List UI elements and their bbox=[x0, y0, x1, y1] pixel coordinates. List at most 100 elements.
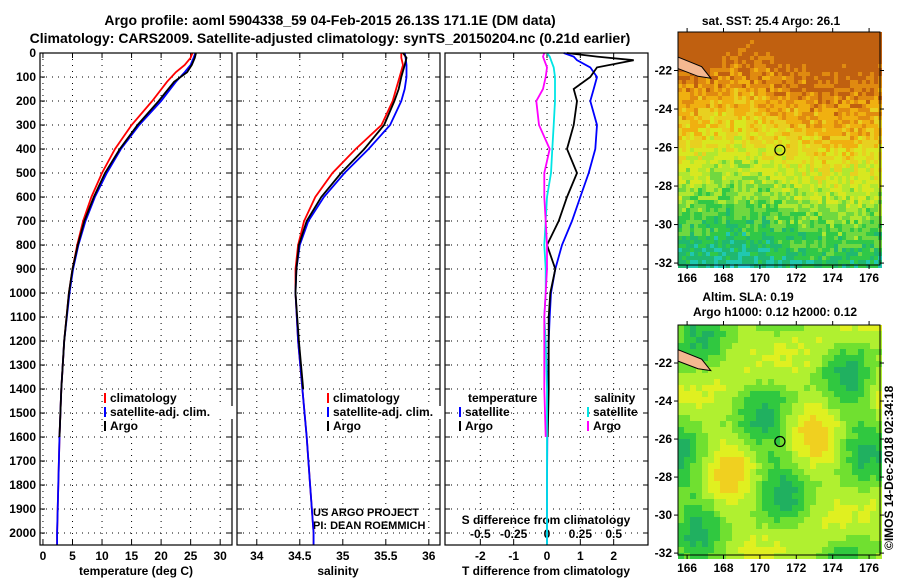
map-cell bbox=[782, 88, 786, 92]
map-cell bbox=[790, 152, 794, 156]
map-cell bbox=[732, 415, 738, 421]
map-cell bbox=[822, 172, 826, 176]
map-cell bbox=[714, 80, 718, 84]
map-cell bbox=[684, 349, 690, 355]
map-cell bbox=[732, 391, 738, 397]
map-cell bbox=[846, 64, 850, 68]
map-cell bbox=[806, 72, 810, 76]
map-cell bbox=[814, 232, 818, 236]
map-cell bbox=[730, 72, 734, 76]
map-cell bbox=[874, 228, 878, 232]
map-cell bbox=[684, 511, 690, 517]
map-cell bbox=[738, 391, 744, 397]
map-cell bbox=[814, 196, 818, 200]
map-cell bbox=[770, 196, 774, 200]
map-cell bbox=[816, 361, 822, 367]
map-cell bbox=[730, 52, 734, 56]
map-cell bbox=[702, 56, 706, 60]
map-cell bbox=[828, 355, 834, 361]
map-cell bbox=[842, 184, 846, 188]
map-cell bbox=[790, 52, 794, 56]
map-cell bbox=[834, 204, 838, 208]
map-cell bbox=[802, 124, 806, 128]
map-cell bbox=[738, 248, 742, 252]
map-cell bbox=[694, 176, 698, 180]
map-cell bbox=[718, 32, 722, 36]
map-cell bbox=[792, 409, 798, 415]
map-cell bbox=[696, 349, 702, 355]
map-cell bbox=[814, 40, 818, 44]
map-cell bbox=[682, 200, 686, 204]
map-cell bbox=[730, 84, 734, 88]
lat-tick-label: -28 bbox=[655, 179, 673, 193]
map-cell bbox=[818, 168, 822, 172]
map-cell bbox=[720, 325, 726, 331]
map-cell bbox=[786, 331, 792, 337]
map-cell bbox=[754, 68, 758, 72]
map-cell bbox=[842, 76, 846, 80]
map-cell bbox=[858, 535, 864, 541]
map-cell bbox=[762, 196, 766, 200]
map-cell bbox=[830, 104, 834, 108]
map-cell bbox=[826, 80, 830, 84]
map-cell bbox=[690, 541, 696, 547]
map-cell bbox=[810, 44, 814, 48]
map-cell bbox=[854, 104, 858, 108]
map-cell bbox=[718, 144, 722, 148]
map-cell bbox=[830, 188, 834, 192]
map-cell bbox=[838, 248, 842, 252]
map-cell bbox=[696, 505, 702, 511]
map-cell bbox=[802, 220, 806, 224]
map-cell bbox=[718, 116, 722, 120]
map-cell bbox=[810, 427, 816, 433]
map-cell bbox=[738, 208, 742, 212]
map-cell bbox=[778, 48, 782, 52]
map-cell bbox=[718, 40, 722, 44]
map-cell bbox=[750, 112, 754, 116]
map-cell bbox=[722, 228, 726, 232]
map-cell bbox=[756, 379, 762, 385]
map-cell bbox=[874, 192, 878, 196]
map-cell bbox=[738, 108, 742, 112]
map-cell bbox=[682, 240, 686, 244]
map-cell bbox=[840, 355, 846, 361]
map-cell bbox=[870, 236, 874, 240]
map-cell bbox=[842, 264, 846, 268]
map-cell bbox=[864, 541, 870, 547]
map-cell bbox=[866, 36, 870, 40]
map-cell bbox=[720, 445, 726, 451]
map-cell bbox=[870, 391, 876, 397]
map-cell bbox=[682, 196, 686, 200]
map-cell bbox=[714, 553, 720, 559]
map-cell bbox=[830, 64, 834, 68]
map-cell bbox=[866, 132, 870, 136]
map-cell bbox=[846, 124, 850, 128]
map-cell bbox=[750, 180, 754, 184]
map-cell bbox=[718, 252, 722, 256]
map-cell bbox=[744, 385, 750, 391]
map-cell bbox=[806, 156, 810, 160]
map-cell bbox=[786, 212, 790, 216]
map-cell bbox=[822, 200, 826, 204]
map-cell bbox=[786, 260, 790, 264]
map-cell bbox=[738, 361, 744, 367]
map-cell bbox=[678, 96, 682, 100]
map-cell bbox=[850, 212, 854, 216]
map-cell bbox=[786, 196, 790, 200]
map-cell bbox=[678, 180, 682, 184]
map-cell bbox=[730, 32, 734, 36]
map-cell bbox=[750, 361, 756, 367]
map-cell bbox=[706, 160, 710, 164]
map-cell bbox=[738, 343, 744, 349]
map-cell bbox=[840, 367, 846, 373]
map-cell bbox=[862, 52, 866, 56]
map-cell bbox=[866, 152, 870, 156]
map-cell bbox=[790, 136, 794, 140]
map-cell bbox=[682, 48, 686, 52]
map-cell bbox=[770, 168, 774, 172]
map-cell bbox=[686, 88, 690, 92]
map-cell bbox=[698, 52, 702, 56]
map-cell bbox=[766, 176, 770, 180]
map-cell bbox=[818, 244, 822, 248]
map-cell bbox=[710, 160, 714, 164]
